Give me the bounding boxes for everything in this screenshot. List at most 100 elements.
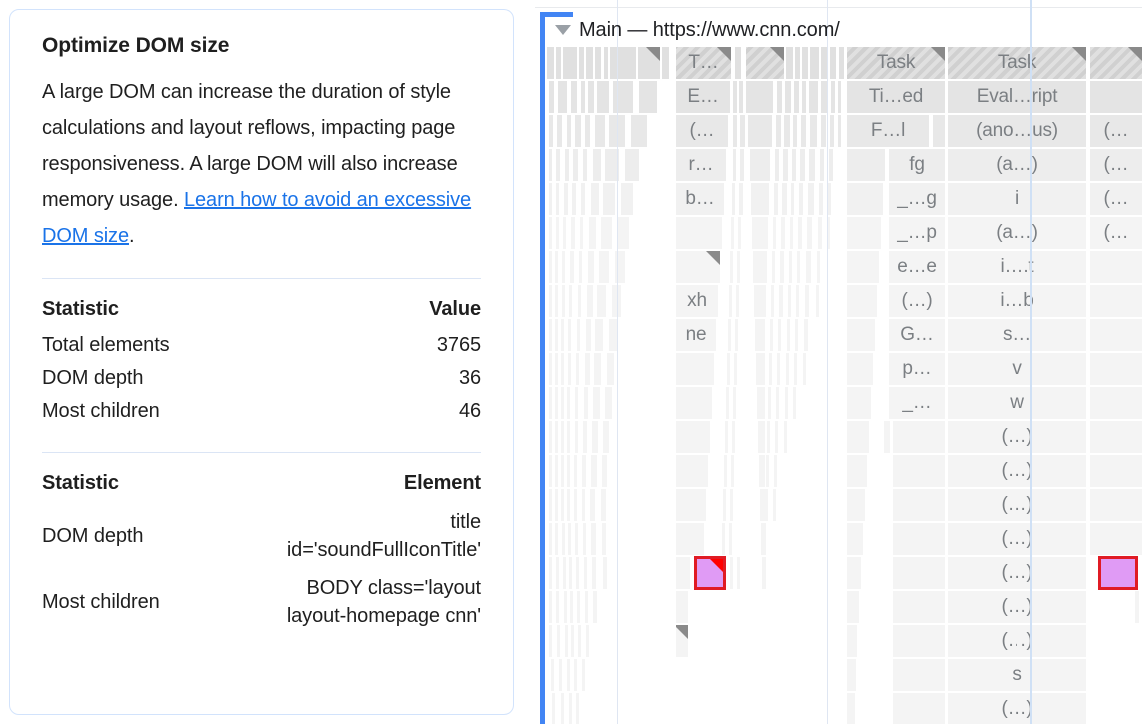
flame-block-empty[interactable] — [609, 115, 625, 147]
learn-more-link[interactable]: Learn how to avoid an excessive DOM size — [42, 189, 472, 247]
flame-block[interactable]: (…) — [948, 557, 1086, 589]
flame-block-empty[interactable] — [810, 47, 819, 79]
flame-block[interactable]: (… — [1090, 217, 1142, 249]
flame-block-empty[interactable] — [808, 183, 814, 215]
flame-block-empty[interactable] — [730, 489, 733, 521]
flame-block-empty[interactable] — [582, 659, 585, 691]
flame-block-empty[interactable] — [676, 591, 688, 623]
flame-block-empty[interactable] — [746, 47, 784, 79]
flame-block-empty[interactable] — [593, 591, 597, 623]
flame-block-empty[interactable] — [755, 319, 765, 351]
flame-block-empty[interactable] — [736, 285, 739, 317]
flame-block-empty[interactable] — [584, 387, 588, 419]
flame-block-empty[interactable] — [604, 47, 608, 79]
flame-block[interactable]: p… — [889, 353, 945, 385]
flame-block-empty[interactable] — [772, 251, 775, 283]
flame-block-empty[interactable] — [776, 115, 781, 147]
flame-block[interactable]: F…l — [847, 115, 929, 147]
flame-block-empty[interactable] — [549, 115, 553, 147]
flame-block-empty[interactable] — [734, 353, 737, 385]
flame-block-empty[interactable] — [795, 47, 800, 79]
flame-block-empty[interactable] — [726, 387, 729, 419]
flame-block-empty[interactable] — [802, 81, 806, 113]
flame-block-empty[interactable] — [591, 455, 597, 487]
flame-block-empty[interactable] — [569, 693, 572, 724]
flame-block[interactable]: i — [948, 183, 1086, 215]
flame-block[interactable]: (a…) — [948, 217, 1086, 249]
flame-block-empty[interactable] — [603, 421, 609, 453]
flame-block-empty[interactable] — [575, 115, 581, 147]
flame-block-empty[interactable] — [758, 421, 765, 453]
flame-block-empty[interactable] — [775, 421, 778, 453]
flame-block-empty[interactable] — [1098, 556, 1138, 590]
flame-block-empty[interactable] — [773, 217, 776, 249]
flame-block-empty[interactable] — [766, 455, 769, 487]
flame-block-empty[interactable] — [730, 557, 733, 589]
chevron-down-icon[interactable] — [555, 25, 571, 35]
flame-block-empty[interactable] — [847, 149, 885, 181]
flame-block-empty[interactable] — [750, 149, 770, 181]
flame-block-empty[interactable] — [847, 557, 861, 589]
flame-block-empty[interactable] — [776, 387, 779, 419]
flame-block-empty[interactable] — [586, 625, 589, 657]
flame-block-empty[interactable] — [605, 149, 619, 181]
flame-block-empty[interactable] — [561, 455, 564, 487]
flame-block-empty[interactable] — [576, 353, 579, 385]
flame-block-empty[interactable] — [773, 489, 776, 521]
flame-block-empty[interactable] — [555, 489, 558, 521]
flame-block-empty[interactable] — [801, 115, 806, 147]
flame-block-empty[interactable] — [782, 183, 787, 215]
flame-block-empty[interactable] — [563, 217, 566, 249]
flame-block-empty[interactable] — [549, 217, 552, 249]
flame-block-empty[interactable] — [731, 217, 734, 249]
flame-block-empty[interactable] — [588, 81, 594, 113]
flame-block-empty[interactable] — [819, 183, 823, 215]
flame-block[interactable]: (…) — [948, 591, 1086, 623]
flame-block-empty[interactable] — [551, 659, 554, 691]
flame-block-empty[interactable] — [847, 319, 875, 351]
flame-block-empty[interactable] — [1090, 455, 1142, 487]
flame-block-empty[interactable] — [795, 319, 798, 351]
flame-block-empty[interactable] — [589, 217, 596, 249]
flame-block-empty[interactable] — [830, 47, 836, 79]
flame-block-empty[interactable] — [603, 183, 615, 215]
flame-block-empty[interactable] — [802, 47, 808, 79]
flame-block-empty[interactable] — [733, 81, 737, 113]
flame-block-empty[interactable] — [676, 557, 690, 589]
flame-block-empty[interactable] — [792, 149, 796, 181]
flame-block-empty[interactable] — [752, 217, 768, 249]
flame-block-empty[interactable] — [754, 285, 766, 317]
flame-block-empty[interactable] — [555, 523, 558, 555]
flame-block-empty[interactable] — [847, 285, 877, 317]
flame-block-empty[interactable] — [676, 523, 704, 555]
selected-flame-block[interactable] — [694, 556, 726, 590]
flame-block[interactable]: E… — [676, 81, 730, 113]
flame-block-empty[interactable] — [639, 81, 657, 113]
flame-block-empty[interactable] — [549, 353, 552, 385]
flame-block-empty[interactable] — [760, 489, 765, 521]
flame-block-empty[interactable] — [847, 489, 865, 521]
flame-block-empty[interactable] — [595, 47, 601, 79]
flame-block-empty[interactable] — [549, 183, 552, 215]
flame-block-empty[interactable] — [847, 591, 859, 623]
flame-block-empty[interactable] — [564, 591, 567, 623]
flame-block-empty[interactable] — [582, 489, 585, 521]
flame-block-empty[interactable] — [789, 251, 792, 283]
flame-block-empty[interactable] — [793, 387, 796, 419]
flame-block-empty[interactable] — [565, 625, 568, 657]
flame-block-empty[interactable] — [586, 47, 593, 79]
flame-block-empty[interactable] — [561, 421, 564, 453]
flame-block-empty[interactable] — [893, 523, 945, 555]
flame-block-empty[interactable] — [724, 455, 727, 487]
flame-block-empty[interactable] — [820, 149, 824, 181]
flame-block-empty[interactable] — [799, 183, 803, 215]
flame-block-empty[interactable] — [770, 319, 773, 351]
flame-block-empty[interactable] — [571, 81, 577, 113]
flame-block-empty[interactable] — [570, 591, 573, 623]
flame-block-empty[interactable] — [575, 421, 578, 453]
flame-block-empty[interactable] — [585, 115, 590, 147]
flame-block-empty[interactable] — [591, 183, 599, 215]
flame-block-empty[interactable] — [818, 217, 822, 249]
flame-block[interactable]: (… — [676, 115, 728, 147]
flame-block-empty[interactable] — [731, 455, 734, 487]
